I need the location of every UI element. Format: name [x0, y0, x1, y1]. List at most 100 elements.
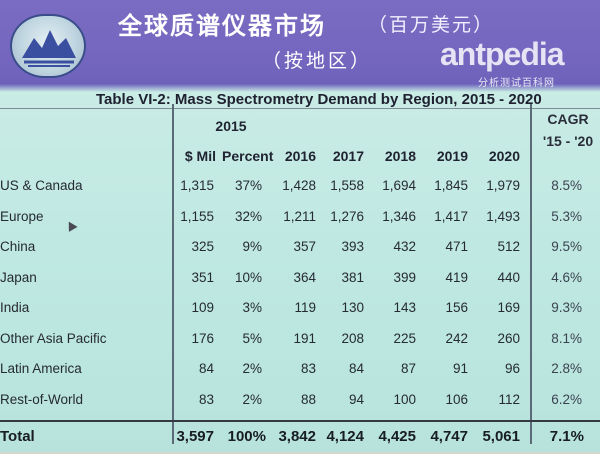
row-region: Europe — [0, 208, 44, 224]
row-region: China — [0, 239, 36, 254]
row-2016: 191 — [293, 330, 316, 346]
row-2019: 1,417 — [434, 208, 468, 224]
total-cagr: 7.1% — [549, 428, 584, 445]
row-cagr: 6.2% — [551, 391, 582, 407]
row-2016: 88 — [300, 391, 316, 407]
row-2020: 112 — [498, 391, 520, 407]
row-2019: 242 — [445, 330, 468, 346]
page-title: 全球质谱仪器市场 — [118, 13, 326, 40]
row-mil: 83 — [198, 391, 214, 407]
row-mil: 84 — [198, 361, 214, 376]
row-pct: 3% — [242, 300, 262, 315]
row-cagr: 8.5% — [551, 178, 582, 193]
row-region: Other Asia Pacific — [0, 330, 107, 346]
row-pct: 37% — [234, 178, 262, 193]
total-label: Total — [0, 428, 35, 445]
row-region: India — [0, 300, 30, 315]
row-2020: 512 — [497, 239, 520, 254]
page-subtitle: （按地区） — [262, 51, 373, 72]
total-2019: 4,747 — [430, 428, 468, 445]
table-row: Latin America 84 2% 83 84 87 91 96 2.8% — [0, 361, 600, 387]
row-pct: 9% — [242, 239, 262, 254]
row-2017: 381 — [341, 269, 364, 285]
total-row: Total 3,597 100% 3,842 4,124 4,425 4,747… — [0, 428, 600, 454]
row-2020: 96 — [504, 361, 520, 376]
table-row: Rest-of-World 83 2% 88 94 100 106 112 6.2% — [0, 392, 600, 418]
row-cagr: 8.1% — [551, 330, 582, 346]
row-2016: 119 — [294, 300, 316, 315]
row-pct: 32% — [234, 208, 262, 224]
row-cagr: 4.6% — [551, 269, 582, 285]
col-header-2017: 2017 — [332, 148, 364, 164]
logo-icon — [10, 14, 86, 78]
row-2017: 1,558 — [330, 178, 364, 193]
row-2020: 1,979 — [486, 178, 520, 193]
row-2018: 100 — [393, 391, 416, 407]
total-mil: 3,597 — [176, 428, 214, 445]
cagr-header: CAGR '15 - '20 — [536, 108, 600, 152]
row-2020: 260 — [497, 330, 520, 346]
row-cagr: 5.3% — [551, 208, 582, 224]
row-2017: 130 — [341, 300, 364, 315]
row-2018: 1,694 — [382, 178, 416, 193]
row-mil: 109 — [191, 300, 214, 315]
column-divider — [172, 104, 174, 444]
total-2017: 4,124 — [326, 428, 364, 445]
row-2018: 225 — [393, 330, 416, 346]
col-header-percent: Percent — [222, 148, 274, 164]
row-2017: 208 — [341, 330, 364, 346]
row-mil: 351 — [191, 269, 214, 285]
table-row: India 109 3% 119 130 143 156 169 9.3% — [0, 300, 600, 326]
row-mil: 176 — [191, 330, 214, 346]
table-caption: Table VI-2: Mass Spectrometry Demand by … — [96, 91, 542, 108]
table-row: US & Canada 1,315 37% 1,428 1,558 1,694 1,845 1… — [0, 178, 600, 204]
row-2020: 1,493 — [486, 208, 520, 224]
col-header-mil: $ Mil — [184, 148, 216, 164]
row-2019: 91 — [452, 361, 468, 376]
logo-mountain-icon — [22, 30, 76, 67]
row-2019: 156 — [445, 300, 468, 315]
total-2016: 3,842 — [278, 428, 316, 445]
row-mil: 1,155 — [180, 208, 214, 224]
row-region: Latin America — [0, 361, 82, 376]
row-pct: 5% — [242, 330, 262, 346]
row-2017: 1,276 — [330, 208, 364, 224]
total-pct: 100% — [227, 428, 266, 445]
row-2020: 169 — [497, 300, 520, 315]
year-group-2015: 2015 — [215, 118, 247, 134]
col-header-2019: 2019 — [436, 148, 468, 164]
row-2020: 440 — [497, 269, 520, 285]
cagr-header-line1: CAGR — [547, 111, 589, 127]
row-2019: 106 — [445, 391, 468, 407]
row-mil: 1,315 — [180, 178, 214, 193]
row-cagr: 2.8% — [551, 361, 582, 376]
row-2016: 357 — [293, 239, 316, 254]
row-cagr: 9.3% — [551, 300, 582, 315]
col-header-2016: 2016 — [284, 148, 316, 164]
row-2017: 84 — [348, 361, 364, 376]
row-2019: 419 — [445, 269, 468, 285]
row-2018: 87 — [400, 361, 416, 376]
total-rule — [0, 420, 600, 422]
row-2018: 1,346 — [382, 208, 416, 224]
watermark-tagline: 分析测试百科网 — [478, 78, 555, 89]
column-divider — [530, 104, 532, 444]
row-region: US & Canada — [0, 178, 83, 193]
title-unit: （百万美元） — [368, 15, 495, 36]
col-header-2020: 2020 — [488, 148, 520, 164]
total-2018: 4,425 — [378, 428, 416, 445]
cagr-header-line2: '15 - '20 — [542, 133, 594, 149]
row-2018: 399 — [393, 269, 416, 285]
row-2016: 364 — [293, 269, 316, 285]
table-row: Japan 351 10% 364 381 399 419 440 4.6% — [0, 270, 600, 296]
table-row: China 325 9% 357 393 432 471 512 9.5% — [0, 239, 600, 265]
row-pct: 10% — [234, 269, 262, 285]
row-2017: 393 — [341, 239, 364, 254]
row-2016: 1,428 — [282, 178, 316, 193]
watermark-brand: antpedia — [440, 36, 565, 72]
header-rule — [0, 108, 600, 109]
total-2020: 5,061 — [482, 428, 520, 445]
row-pct: 2% — [242, 391, 262, 407]
table-row: Europe 1,155 32% 1,211 1,276 1,346 1,417 1,493 5… — [0, 209, 600, 235]
